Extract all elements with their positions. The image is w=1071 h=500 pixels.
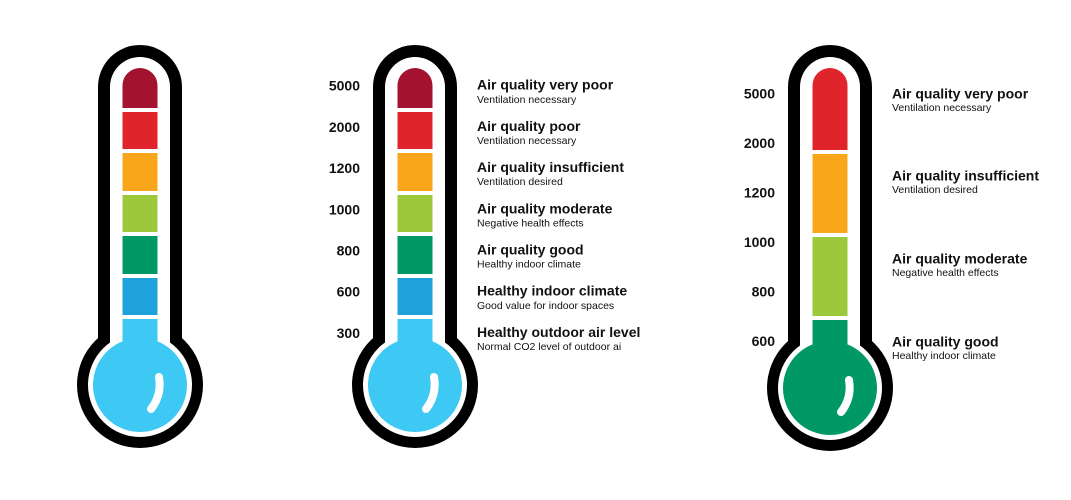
level-subtitle: Ventilation desired [892, 184, 978, 196]
scale-value: 5000 [744, 86, 775, 102]
level-title: Air quality very poor [892, 86, 1029, 102]
level-subtitle: Normal CO2 level of outdoor ai [477, 341, 621, 353]
level-title: Air quality good [892, 334, 999, 350]
level-subtitle: Negative health effects [477, 217, 584, 229]
level-title: Air quality good [477, 242, 584, 258]
level-title: Air quality moderate [477, 200, 613, 216]
level-title: Healthy outdoor air level [477, 324, 640, 340]
scale-value: 2000 [744, 135, 775, 151]
level-title: Air quality moderate [892, 251, 1028, 267]
level-subtitle: Ventilation necessary [892, 102, 992, 114]
level-title: Air quality insufficient [892, 168, 1039, 184]
bulb-highlight [837, 376, 854, 416]
thermometer [77, 45, 203, 448]
level-subtitle: Negative health effects [892, 267, 999, 279]
level-title: Air quality very poor [477, 77, 614, 93]
level-title: Air quality poor [477, 118, 581, 134]
level-value: 300 [337, 325, 361, 341]
scale-value: 800 [752, 284, 776, 300]
scale-value: 1000 [744, 234, 775, 250]
bulb-highlight [422, 373, 439, 413]
level-title: Air quality insufficient [477, 159, 624, 175]
level-subtitle: Ventilation necessary [477, 135, 577, 147]
level-value: 600 [337, 284, 361, 300]
level-value: 5000 [329, 78, 360, 94]
bulb-highlight [147, 373, 164, 413]
level-value: 800 [337, 243, 361, 259]
level-subtitle: Good value for indoor spaces [477, 300, 614, 312]
scale-value: 1200 [744, 185, 775, 201]
level-value: 1000 [329, 201, 360, 217]
level-subtitle: Healthy indoor climate [477, 259, 581, 271]
level-title: Healthy indoor climate [477, 283, 627, 299]
level-subtitle: Healthy indoor climate [892, 350, 996, 362]
level-subtitle: Ventilation necessary [477, 94, 577, 106]
level-subtitle: Ventilation desired [477, 176, 563, 188]
thermometer [352, 45, 478, 448]
level-value: 2000 [329, 119, 360, 135]
thermometer [767, 45, 893, 451]
level-value: 1200 [329, 160, 360, 176]
scale-value: 600 [752, 333, 776, 349]
